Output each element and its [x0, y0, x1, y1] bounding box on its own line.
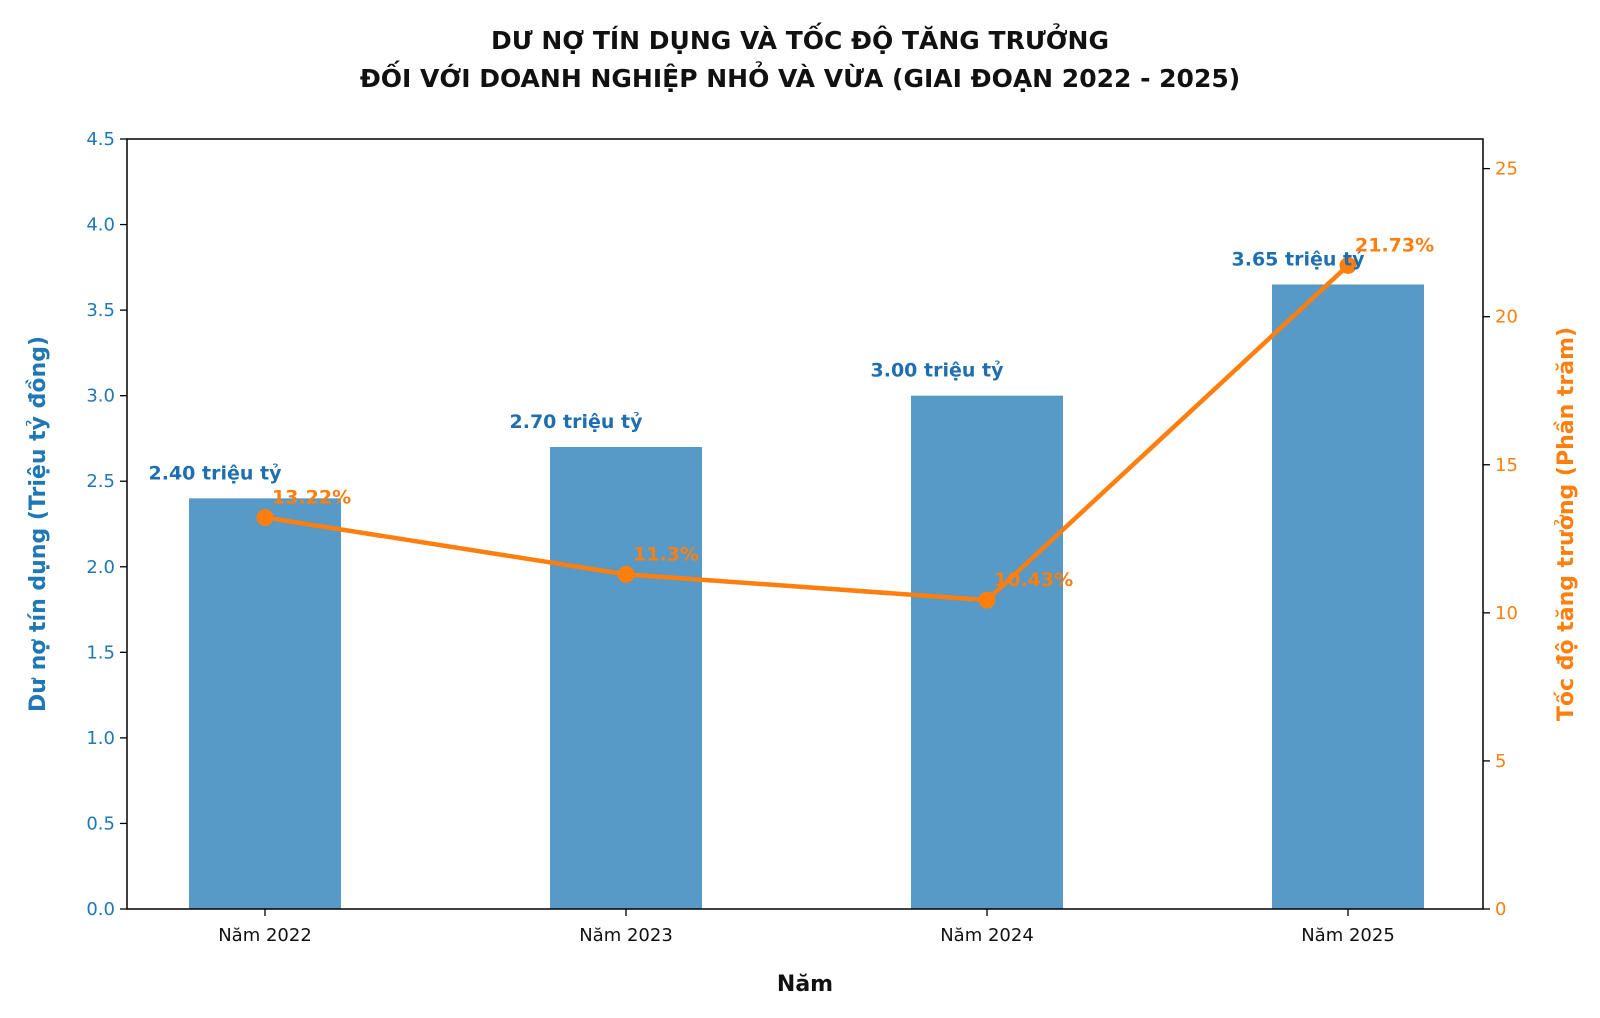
growth-point-1: [617, 565, 635, 583]
left-tick-label-0: 0.0: [86, 899, 115, 920]
growth-point-0: [256, 508, 274, 526]
x-tick-label-1: Năm 2023: [579, 925, 673, 946]
left-tick-label-7: 3.5: [86, 300, 115, 321]
bar-value-label-0: 2.40 triệu tỷ: [149, 462, 283, 484]
line-value-label-0: 13.22%: [272, 486, 351, 508]
right-tick-label-3: 15: [1495, 455, 1518, 476]
bar-0: [189, 498, 341, 909]
chart-title-line2: ĐỐI VỚI DOANH NGHIỆP NHỎ VÀ VỪA (GIAI ĐO…: [360, 60, 1240, 93]
left-y-axis-label: Dư nợ tín dụng (Triệu tỷ đồng): [26, 336, 51, 712]
left-tick-label-6: 3.0: [86, 386, 115, 407]
growth-point-2: [978, 591, 996, 609]
bar-value-label-1: 2.70 triệu tỷ: [510, 411, 644, 433]
bar-3: [1272, 284, 1424, 909]
x-tick-label-2: Năm 2024: [940, 925, 1034, 946]
bar-1: [550, 447, 702, 909]
line-series: [256, 256, 1357, 609]
plot-frame: [126, 138, 1484, 910]
bar-value-labels: 2.40 triệu tỷ 2.70 triệu tỷ 3.00 triệu tỷ 3…: [149, 248, 1366, 484]
growth-line: [264, 263, 1350, 603]
left-tick-label-3: 1.5: [86, 642, 115, 663]
line-value-labels: 13.22% 11.3% 10.43% 21.73%: [272, 234, 1434, 591]
x-axis-label: Năm: [777, 972, 833, 997]
growth-point-3: [1339, 256, 1357, 274]
x-axis: Năm 2022 Năm 2023 Năm 2024 Năm 2025: [218, 909, 1395, 946]
right-tick-label-4: 20: [1495, 307, 1518, 328]
bar-value-label-2: 3.00 triệu tỷ: [871, 360, 1005, 382]
line-value-label-2: 10.43%: [994, 569, 1073, 591]
left-y-axis: 0.0 0.5 1.0 1.5 2.0 2.5 3.0 3.5 4.0 4.5: [86, 129, 127, 920]
right-tick-label-0: 0: [1495, 899, 1506, 920]
x-tick-label-0: Năm 2022: [218, 925, 312, 946]
left-tick-label-5: 2.5: [86, 471, 115, 492]
right-tick-label-5: 25: [1495, 159, 1518, 180]
left-tick-label-4: 2.0: [86, 557, 115, 578]
right-y-axis-label: Tốc độ tăng trưởng (Phần trăm): [1554, 327, 1579, 721]
left-tick-label-1: 0.5: [86, 813, 115, 834]
line-value-label-1: 11.3%: [633, 543, 699, 565]
left-tick-label-9: 4.5: [86, 129, 115, 150]
bar-series: [189, 284, 1424, 910]
left-tick-label-8: 4.0: [86, 215, 115, 236]
chart-title-line1: DƯ NỢ TÍN DỤNG VÀ TỐC ĐỘ TĂNG TRƯỞNG: [491, 22, 1109, 55]
x-tick-label-3: Năm 2025: [1301, 925, 1395, 946]
line-value-label-3: 21.73%: [1355, 234, 1434, 256]
right-y-axis: 0 5 10 15 20 25: [1483, 159, 1518, 920]
left-tick-label-2: 1.0: [86, 728, 115, 749]
bar-2: [911, 395, 1063, 910]
bar-value-label-3: 3.65 triệu tỷ: [1232, 248, 1366, 270]
right-tick-label-1: 5: [1495, 751, 1506, 772]
right-tick-label-2: 10: [1495, 603, 1518, 624]
